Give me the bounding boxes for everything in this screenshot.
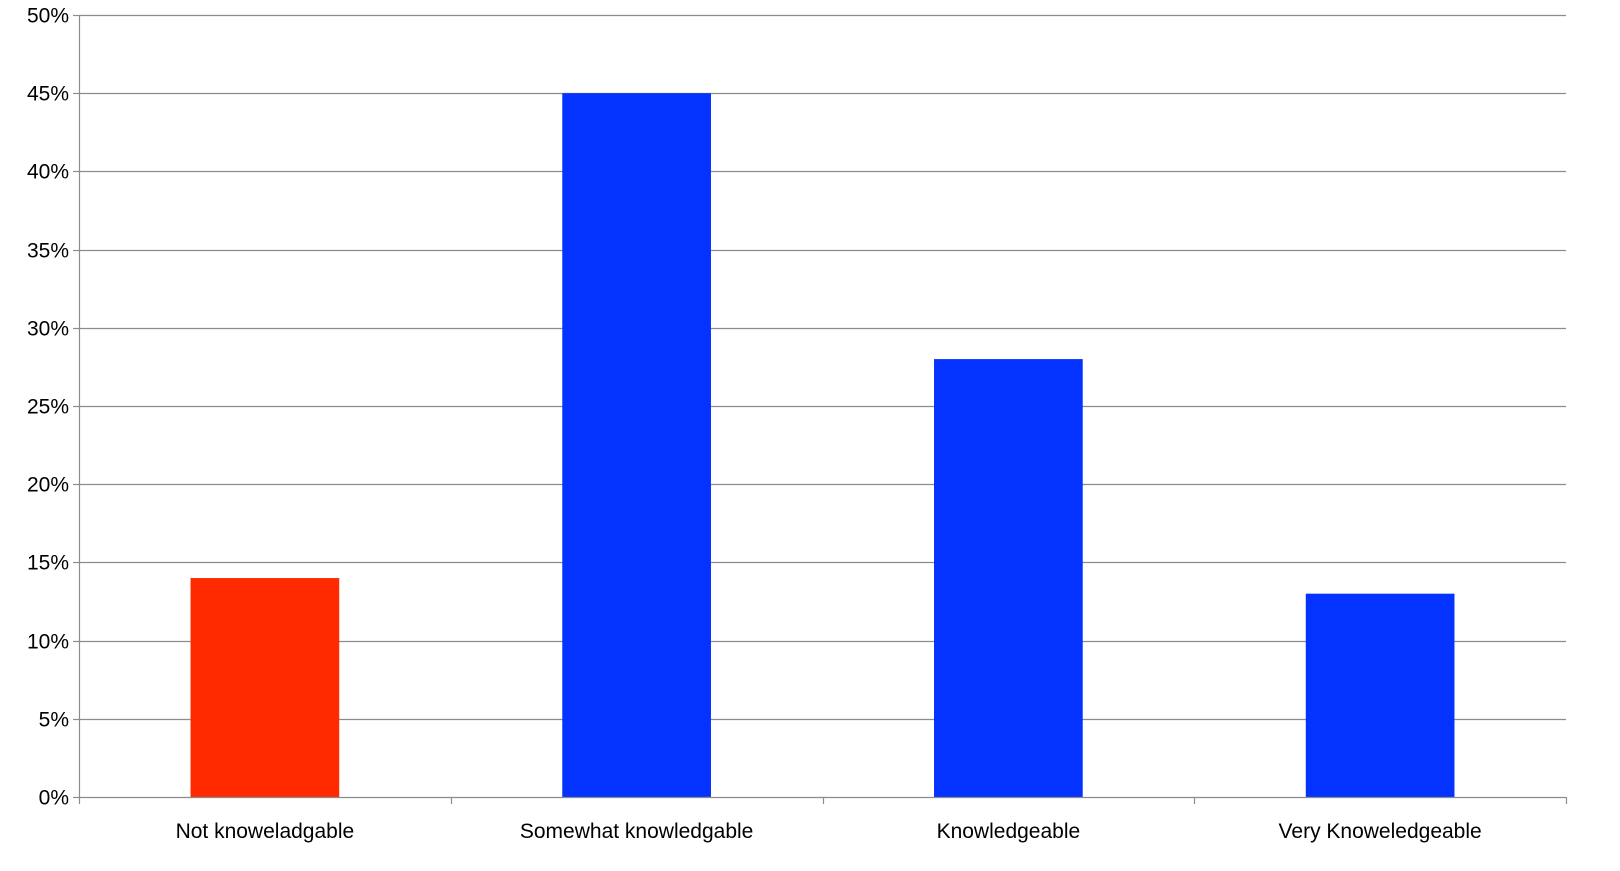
x-tick-label: Very Knoweledgeable <box>1279 820 1482 843</box>
y-tick-label: 5% <box>39 709 69 732</box>
bar <box>562 93 711 797</box>
y-tick-label: 45% <box>27 83 69 106</box>
x-tick-label: Knowledgeable <box>937 820 1081 843</box>
y-tick-label: 40% <box>27 161 69 184</box>
x-tick-labels: Not knoweladgable Somewhat knowledgable Kn… <box>176 820 1482 843</box>
y-tick-label: 20% <box>27 474 69 497</box>
y-tick-label: 50% <box>27 5 69 28</box>
bar <box>934 359 1083 797</box>
y-tick-label: 10% <box>27 631 69 654</box>
y-tick-label: 0% <box>39 787 69 810</box>
axes <box>73 14 1568 804</box>
bar <box>190 578 340 797</box>
x-tick-label: Somewhat knowledgable <box>520 820 753 843</box>
y-tick-label: 25% <box>27 396 69 419</box>
y-tick-labels: 0% 5% 10% 15% 20% 25% 30% 35% 40% 45% 50% <box>27 5 69 810</box>
bar <box>1305 593 1455 797</box>
x-tick-label: Not knoweladgable <box>176 820 355 843</box>
y-tick-label: 30% <box>27 318 69 341</box>
y-tick-label: 35% <box>27 240 69 263</box>
bars <box>190 93 1455 797</box>
y-tick-label: 15% <box>27 552 69 575</box>
